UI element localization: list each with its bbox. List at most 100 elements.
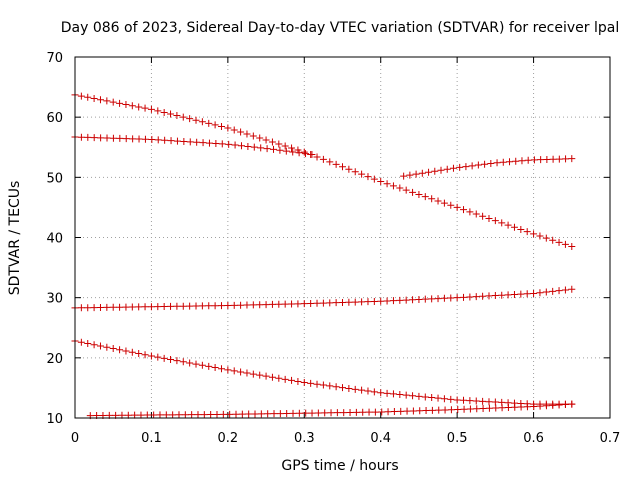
data-point-marker <box>326 158 334 166</box>
data-point-marker <box>192 116 200 124</box>
data-point-marker <box>207 411 215 419</box>
data-point-marker <box>205 139 213 147</box>
data-point-marker <box>568 400 576 408</box>
data-point-marker <box>415 190 423 198</box>
data-point-marker <box>313 380 321 388</box>
data-point-marker <box>359 408 367 416</box>
data-point-marker <box>479 405 487 413</box>
data-point-marker <box>523 290 531 298</box>
data-point-marker <box>555 238 563 246</box>
data-point-marker <box>351 298 359 306</box>
data-point-marker <box>530 156 538 164</box>
data-point-marker <box>150 411 158 419</box>
data-point-marker <box>128 348 136 356</box>
data-point-marker <box>434 394 442 402</box>
data-point-marker <box>555 401 563 409</box>
data-point-marker <box>230 367 238 375</box>
data-point-marker <box>364 387 372 395</box>
data-point-marker <box>262 301 270 309</box>
data-point-marker <box>141 135 149 143</box>
data-point-marker <box>167 302 175 310</box>
x-tick-label: 0.7 <box>600 431 621 446</box>
data-point-marker <box>340 409 348 417</box>
data-point-marker <box>289 409 297 417</box>
data-point-marker <box>211 302 219 310</box>
data-point-marker <box>275 140 283 148</box>
x-tick-label: 0.4 <box>370 431 391 446</box>
data-point-marker <box>313 299 321 307</box>
data-point-marker <box>415 295 423 303</box>
data-point-marker <box>555 287 563 295</box>
data-point-marker <box>257 410 265 418</box>
data-point-marker <box>217 122 225 130</box>
data-series <box>71 91 576 420</box>
data-point-marker <box>219 410 227 418</box>
data-point-marker <box>137 411 145 419</box>
y-axis-label: SDTVAR / TECUs <box>7 181 23 296</box>
data-point-marker <box>288 376 296 384</box>
data-point-marker <box>237 142 245 150</box>
data-point-marker <box>377 297 385 305</box>
data-point-marker <box>276 146 284 154</box>
data-point-marker <box>141 303 149 311</box>
data-point-marker <box>281 300 289 308</box>
data-point-marker <box>147 105 155 113</box>
data-point-marker <box>524 156 532 164</box>
data-point-marker <box>224 366 232 374</box>
data-point-marker <box>300 379 308 387</box>
data-point-marker <box>364 173 372 181</box>
data-point-marker <box>295 409 303 417</box>
data-point-marker <box>466 293 474 301</box>
data-point-marker <box>431 167 439 175</box>
data-point-marker <box>536 232 544 240</box>
data-point-marker <box>474 161 482 169</box>
data-point-marker <box>530 230 538 238</box>
data-point-marker <box>186 302 194 310</box>
data-point-marker <box>167 110 175 118</box>
data-point-marker <box>270 410 278 418</box>
data-point-marker <box>283 409 291 417</box>
data-point-marker <box>358 386 366 394</box>
data-point-marker <box>485 292 493 300</box>
data-point-marker <box>319 155 327 163</box>
data-point-marker <box>116 303 124 311</box>
data-point-marker <box>173 357 181 365</box>
data-point-marker <box>568 155 576 163</box>
data-point-marker <box>402 391 410 399</box>
data-point-marker <box>103 134 111 142</box>
data-point-marker <box>561 401 569 409</box>
data-point-marker <box>370 297 378 305</box>
data-point-marker <box>313 153 321 161</box>
data-point-marker <box>263 145 271 153</box>
data-point-marker <box>192 360 200 368</box>
data-point-marker <box>370 175 378 183</box>
data-point-marker <box>116 134 124 142</box>
data-point-marker <box>84 93 92 101</box>
data-point-marker <box>243 301 251 309</box>
data-point-marker <box>491 217 499 225</box>
data-point-marker <box>122 101 130 109</box>
x-axis-label: GPS time / hours <box>281 458 398 474</box>
data-point-marker <box>173 302 181 310</box>
data-point-marker <box>345 165 353 173</box>
series-sat-b <box>71 133 316 158</box>
data-point-marker <box>327 409 335 417</box>
data-point-marker <box>175 411 183 419</box>
data-point-marker <box>402 186 410 194</box>
data-point-marker <box>537 156 545 164</box>
data-point-marker <box>479 292 487 300</box>
data-point-marker <box>542 234 550 242</box>
y-tick-label: 50 <box>46 171 63 186</box>
data-point-marker <box>504 404 512 412</box>
data-point-marker <box>481 160 489 168</box>
data-point-marker <box>406 171 414 179</box>
data-point-marker <box>517 225 525 233</box>
data-point-marker <box>122 135 130 143</box>
data-point-marker <box>319 299 327 307</box>
data-point-marker <box>244 142 252 150</box>
data-point-marker <box>179 302 187 310</box>
data-point-marker <box>186 359 194 367</box>
data-point-marker <box>487 159 495 167</box>
data-point-marker <box>257 144 265 152</box>
data-point-marker <box>276 410 284 418</box>
